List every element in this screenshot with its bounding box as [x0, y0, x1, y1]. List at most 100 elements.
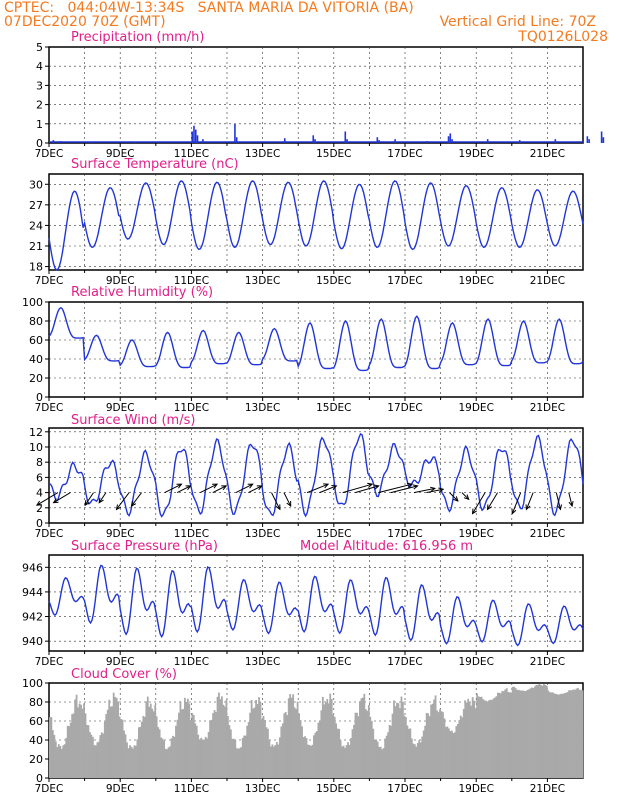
cloud-title: Cloud Cover (%) [71, 667, 177, 682]
cloud-bar [445, 726, 447, 778]
cloud-bar [90, 734, 93, 778]
cloud-bar [272, 746, 275, 778]
cloud-bar [185, 701, 188, 778]
cloud-bar [224, 706, 226, 778]
cloud-xtick-label: 7DEC [35, 783, 64, 795]
wind-title: Surface Wind (m/s) [71, 413, 195, 428]
cloud-bar [117, 701, 120, 778]
cloud-bar [154, 704, 157, 778]
cloud-bar [146, 696, 149, 778]
wind-vector-head [185, 485, 192, 491]
cloud-bar [366, 710, 369, 778]
wind-vector-head [525, 504, 531, 511]
cloud-bar [566, 692, 569, 778]
cloud-bar [167, 747, 170, 778]
cloud-bar [551, 692, 554, 778]
cloud-bar [344, 748, 346, 778]
wind-ytick-label: 8 [36, 456, 43, 469]
wind-xtick-label: 9DEC [106, 528, 135, 540]
cloud-bar [437, 712, 440, 778]
wind-vector-head [412, 484, 419, 490]
cloud-bar [92, 736, 94, 778]
cloud-bar [287, 698, 290, 778]
cloud-bar [201, 739, 204, 778]
cloud-bar [529, 688, 532, 778]
wind-vector [426, 488, 444, 494]
cloud-bar [402, 701, 404, 778]
cloud-bar [99, 735, 102, 778]
wind-vector [568, 492, 573, 507]
cloud-bar [370, 720, 373, 778]
cloud-bar [422, 730, 425, 778]
cloud-bar [264, 720, 266, 778]
vertical-grid-label: Vertical Grid Line: 70Z [439, 14, 596, 30]
cloud-bar [415, 746, 418, 778]
cloud-bar [289, 694, 292, 778]
cloud-bar [554, 693, 557, 778]
cloud-bar [166, 749, 168, 778]
cloud-bar [143, 716, 146, 778]
cloud-bar [335, 723, 338, 778]
cloud-bar [407, 728, 410, 778]
cloud-bar [123, 730, 125, 778]
cloud-bar [387, 732, 389, 778]
cloud-bar [108, 699, 111, 778]
precip-ytick-label: 1 [36, 118, 43, 131]
cloud-bar [74, 699, 76, 778]
precip-bar [234, 123, 236, 143]
rh-xtick-label: 11DEC [174, 402, 209, 414]
cloud-ytick-label: 80 [29, 696, 43, 709]
precip-ytick-label: 4 [36, 60, 43, 73]
cloud-bar [390, 725, 392, 778]
cloud-bar [243, 735, 246, 778]
cloud-bar [72, 713, 75, 778]
cloud-bar [262, 715, 265, 778]
rh-xtick-label: 21DEC [530, 402, 565, 414]
cloud-bar [520, 690, 523, 778]
cloud-bar [83, 703, 85, 778]
wind-xtick-label: 21DEC [530, 528, 565, 540]
cloud-bar [476, 693, 478, 778]
cloud-bar [326, 698, 329, 778]
cloud-bar [314, 732, 317, 778]
cloud-bar [170, 738, 173, 778]
wind-vector-head [275, 504, 281, 511]
cloud-bar [526, 689, 529, 778]
press-ytick-label: 946 [22, 561, 43, 574]
wind-vector [131, 492, 142, 507]
cloud-bar [69, 722, 72, 778]
cloud-bar [228, 725, 231, 778]
cloud-bar [280, 726, 283, 778]
cloud-bar [427, 713, 430, 778]
cloud-bar [571, 690, 573, 778]
press-xtick-label: 15DEC [316, 656, 351, 668]
cloud-bar [186, 698, 189, 778]
cloud-bar [550, 692, 553, 778]
cloud-bar [327, 703, 330, 778]
cloud-bar [399, 708, 401, 778]
cloud-bar [339, 740, 342, 778]
wind-xtick-label: 19DEC [458, 528, 493, 540]
cloud-bar [221, 696, 223, 778]
wind-vector [378, 483, 413, 494]
temp-xtick-label: 9DEC [106, 275, 135, 287]
cloud-bar [330, 698, 333, 778]
temp-title: Surface Temperature (nC) [71, 157, 239, 172]
cloud-bar [270, 746, 272, 778]
wind-vector-head [486, 504, 492, 511]
cloud-bar [200, 737, 203, 778]
cloud-bar [440, 711, 443, 778]
cloud-bar [419, 742, 422, 778]
cloud-bar [425, 712, 428, 778]
wind-vector-head [556, 504, 562, 511]
precip-bar [378, 140, 380, 143]
cloud-bar [406, 725, 409, 778]
cloud-bar [179, 701, 182, 778]
cloud-bar [446, 726, 449, 778]
cloud-bar [296, 701, 299, 778]
cloud-bar [459, 715, 462, 778]
cloud-bar [356, 712, 358, 778]
precip-ytick-label: 5 [36, 41, 43, 54]
wind-ytick-label: 10 [29, 441, 43, 454]
